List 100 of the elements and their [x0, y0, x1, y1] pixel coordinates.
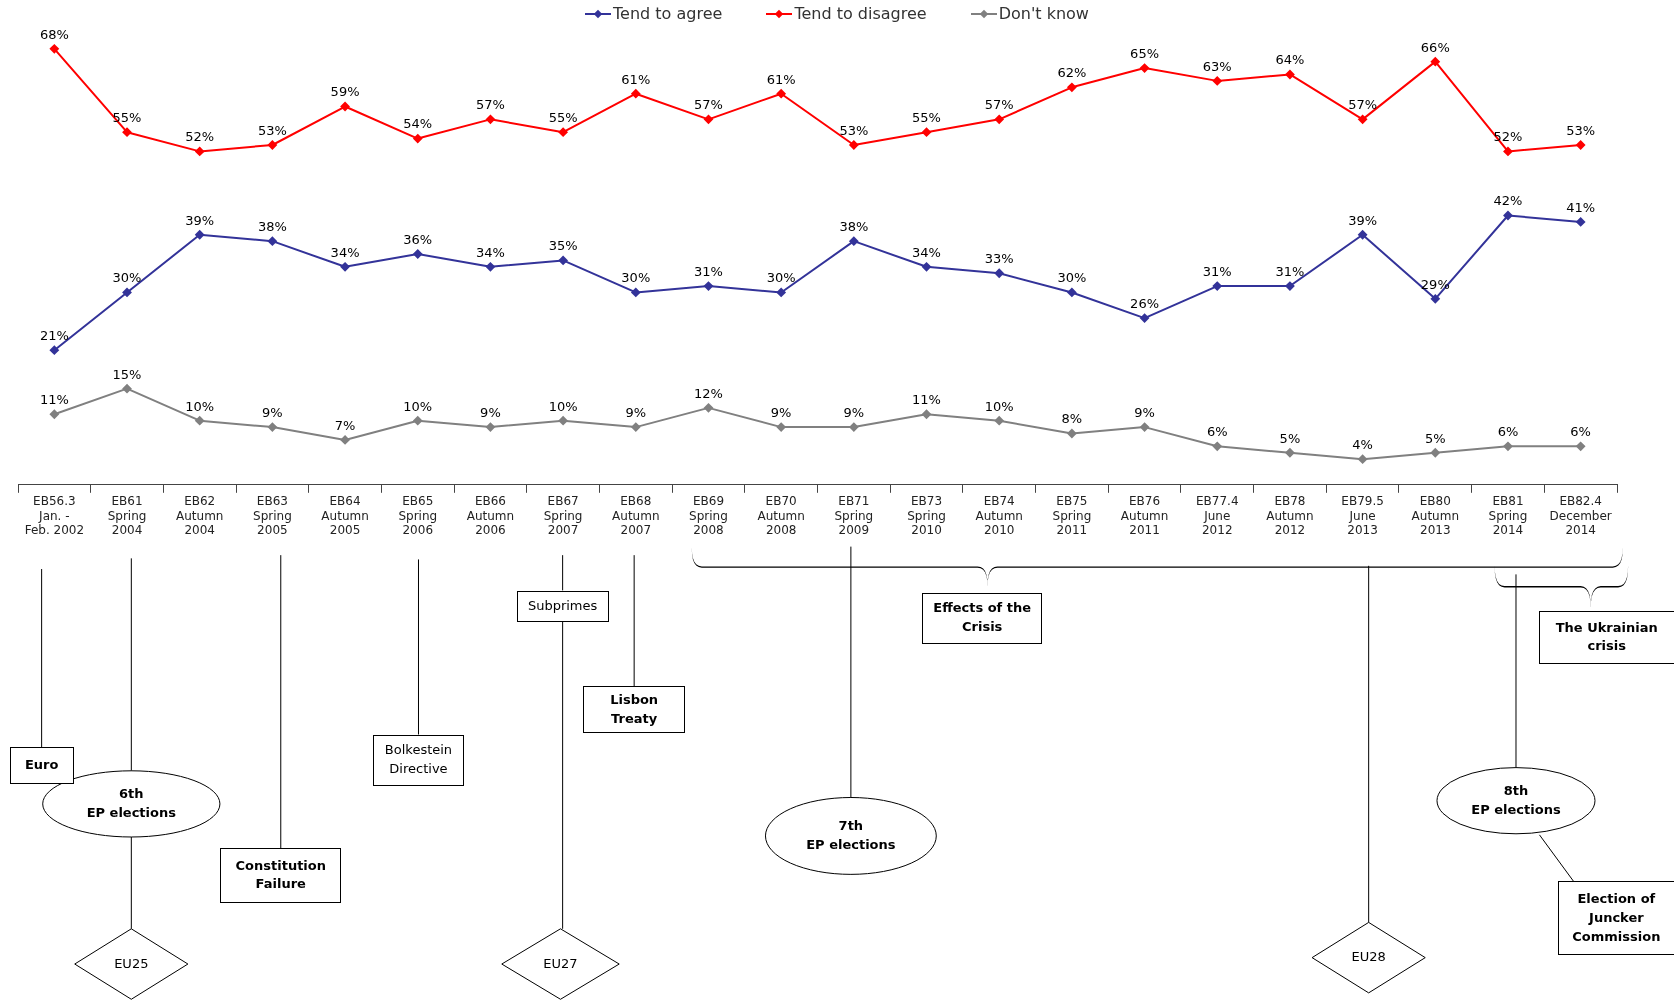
data-label: 10%: [548, 398, 578, 414]
point: [49, 345, 59, 355]
point: [776, 422, 786, 432]
data-label: 26%: [1130, 295, 1160, 311]
data-label: 30%: [1057, 270, 1087, 286]
data-label: 39%: [1348, 212, 1378, 228]
data-label: 53%: [257, 122, 287, 138]
text: 6th EP elections: [85, 785, 177, 822]
point: [122, 287, 132, 297]
data-label: 57%: [694, 97, 723, 113]
text: Bolkestein Directive: [372, 734, 465, 786]
x-tick-label: EB68 Autumn 2007: [612, 494, 660, 537]
data-label: 57%: [984, 97, 1014, 113]
data-label: 5%: [1424, 430, 1446, 446]
data-label: 53%: [839, 122, 869, 138]
point: [1430, 57, 1440, 67]
point: [703, 281, 713, 291]
data-label: 57%: [475, 97, 505, 113]
text: Lisbon Treaty: [583, 686, 685, 734]
data-label: 53%: [1566, 122, 1596, 138]
point: [1358, 230, 1368, 240]
point: [195, 146, 205, 156]
point: [994, 268, 1004, 278]
data-label: 11%: [912, 392, 941, 408]
data-label: 65%: [1130, 45, 1160, 61]
data-label: 52%: [185, 129, 215, 145]
point: [267, 422, 277, 432]
x-tick-label: EB70 Autumn 2008: [757, 494, 805, 537]
text: EU27: [542, 954, 579, 973]
point: [631, 89, 641, 99]
point: [703, 114, 713, 124]
x-tick-label: EB75 Spring 2011: [1052, 494, 1092, 537]
data-label: 61%: [766, 71, 796, 87]
x-tick-label: EB64 Autumn 2005: [321, 494, 369, 537]
point: [1430, 448, 1440, 458]
point: [1430, 294, 1440, 304]
point: [485, 422, 495, 432]
text: EU28: [1350, 948, 1387, 967]
legend-label: Tend to disagree: [794, 4, 927, 23]
data-label: 30%: [766, 270, 796, 286]
data-label: 9%: [480, 404, 501, 420]
point: [413, 134, 423, 144]
point: [485, 262, 495, 272]
data-label: 34%: [330, 244, 360, 260]
data-label: 30%: [112, 270, 142, 286]
data-label: 6%: [1570, 424, 1591, 440]
data-label: 10%: [403, 398, 433, 414]
data-label: 66%: [1420, 39, 1450, 55]
point: [776, 89, 786, 99]
point: [267, 140, 277, 150]
point: [195, 416, 205, 426]
point: [1212, 76, 1222, 86]
point: [1212, 441, 1222, 451]
data-label: 61%: [621, 71, 651, 87]
point: [1576, 140, 1586, 150]
x-tick-label: EB76 Autumn 2011: [1120, 494, 1169, 537]
point: [849, 422, 859, 432]
data-label: 9%: [843, 404, 865, 420]
point: [413, 416, 423, 426]
data-label: 10%: [984, 398, 1014, 414]
point: [340, 262, 350, 272]
x-tick-label: EB63 Spring 2005: [253, 494, 292, 537]
data-label: 62%: [1057, 65, 1087, 81]
data-label: 31%: [1275, 263, 1305, 279]
point: [849, 140, 859, 150]
point: [1067, 82, 1077, 92]
point: [1212, 281, 1222, 291]
x-tick-label: EB69 Spring 2008: [689, 494, 728, 537]
data-label: 4%: [1352, 437, 1373, 453]
x-tick-label: EB78 Autumn 2012: [1266, 494, 1314, 537]
data-label: 41%: [1566, 199, 1596, 215]
point: [922, 409, 932, 419]
x-tick-label: EB65 Spring 2006: [398, 494, 438, 537]
data-label: 11%: [39, 392, 69, 408]
data-label: 10%: [185, 398, 215, 414]
data-label: 64%: [1275, 52, 1305, 68]
x-tick-label: EB77.4 June 2012: [1195, 494, 1239, 537]
data-label: 5%: [1279, 430, 1301, 446]
point: [631, 422, 641, 432]
data-label: 31%: [694, 263, 723, 279]
data-label: 63%: [1202, 58, 1232, 74]
data-label: 39%: [185, 212, 215, 228]
data-label: 38%: [257, 219, 287, 235]
point: [1140, 422, 1150, 432]
point: [1285, 448, 1295, 458]
data-label: 33%: [984, 251, 1014, 267]
point: [849, 236, 859, 246]
point: [922, 127, 932, 137]
x-tick-label: EB79.5 June 2013: [1341, 494, 1384, 537]
point: [558, 255, 568, 265]
point: [1285, 281, 1295, 291]
x-tick-label: EB61 Spring 2004: [107, 494, 147, 537]
data-label: 8%: [1061, 411, 1083, 427]
x-tick-label: EB74 Autumn 2010: [975, 494, 1023, 537]
text: The Ukrainian crisis: [1538, 610, 1674, 665]
x-tick-label: EB56.3 Jan. - Feb. 2002: [24, 494, 85, 537]
point: [195, 230, 205, 240]
point: [1503, 211, 1513, 221]
point: [994, 114, 1004, 124]
point: [1576, 441, 1586, 451]
